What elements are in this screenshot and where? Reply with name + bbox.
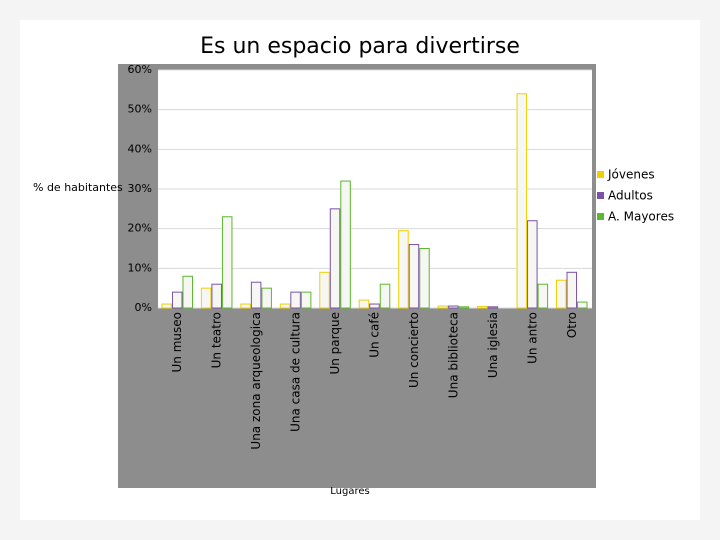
bar <box>555 279 567 309</box>
bar <box>448 305 459 309</box>
x-tick-label: Una biblioteca <box>446 312 460 398</box>
bar <box>221 216 233 309</box>
legend-label: A. Mayores <box>608 210 674 224</box>
y-tick-label: 10% <box>128 261 152 274</box>
bar <box>379 283 391 309</box>
bar <box>577 301 588 309</box>
x-tick-label: Una zona arqueologica <box>249 312 263 450</box>
bar <box>340 180 351 309</box>
bar <box>161 303 172 309</box>
x-tick-label: Un café <box>368 312 382 358</box>
y-tick-label: 30% <box>128 182 152 195</box>
x-tick-label: Un teatro <box>210 312 224 368</box>
legend-swatch <box>597 171 604 178</box>
x-axis-label: Lugares <box>330 486 369 497</box>
legend-label: Adultos <box>608 189 653 203</box>
x-tick-label: Un parque <box>328 312 342 375</box>
bar <box>300 291 312 309</box>
bar <box>458 306 470 309</box>
bar <box>437 305 449 309</box>
bar <box>200 287 212 309</box>
y-axis-label: % de habitantes <box>33 181 123 194</box>
y-tick-label: 60% <box>128 63 152 76</box>
y-tick-label: 40% <box>128 142 152 155</box>
bar <box>358 299 370 309</box>
chart-title: Es un espacio para divertirse <box>200 34 520 59</box>
legend-swatch <box>597 192 604 199</box>
bar <box>527 220 538 309</box>
bar <box>261 287 272 309</box>
bar <box>566 271 578 309</box>
bar <box>516 93 528 309</box>
bar <box>398 230 409 309</box>
bar <box>329 208 341 309</box>
bar <box>290 291 301 309</box>
y-tick-label: 0% <box>135 301 152 314</box>
bar <box>182 275 194 309</box>
x-tick-label: Un museo <box>170 312 184 372</box>
bar <box>171 291 183 309</box>
x-tick-label: Una iglesia <box>486 312 500 378</box>
bar <box>319 271 330 309</box>
bar <box>537 283 549 309</box>
x-tick-label: Un antro <box>525 312 539 364</box>
bar <box>419 248 430 309</box>
bar <box>487 306 499 309</box>
bar <box>369 303 380 309</box>
legend-swatch <box>597 213 604 220</box>
x-tick-label: Un concierto <box>407 312 421 388</box>
bar <box>240 303 251 309</box>
y-tick-label: 50% <box>128 103 152 116</box>
y-tick-label: 20% <box>128 222 152 235</box>
bar <box>211 283 222 309</box>
bar <box>250 281 262 309</box>
bar <box>408 244 420 309</box>
bar <box>477 305 488 309</box>
legend-label: Jóvenes <box>607 168 655 182</box>
bar <box>279 303 291 309</box>
x-tick-label: Una casa de cultura <box>289 312 303 432</box>
x-tick-label: Otro <box>565 312 579 338</box>
